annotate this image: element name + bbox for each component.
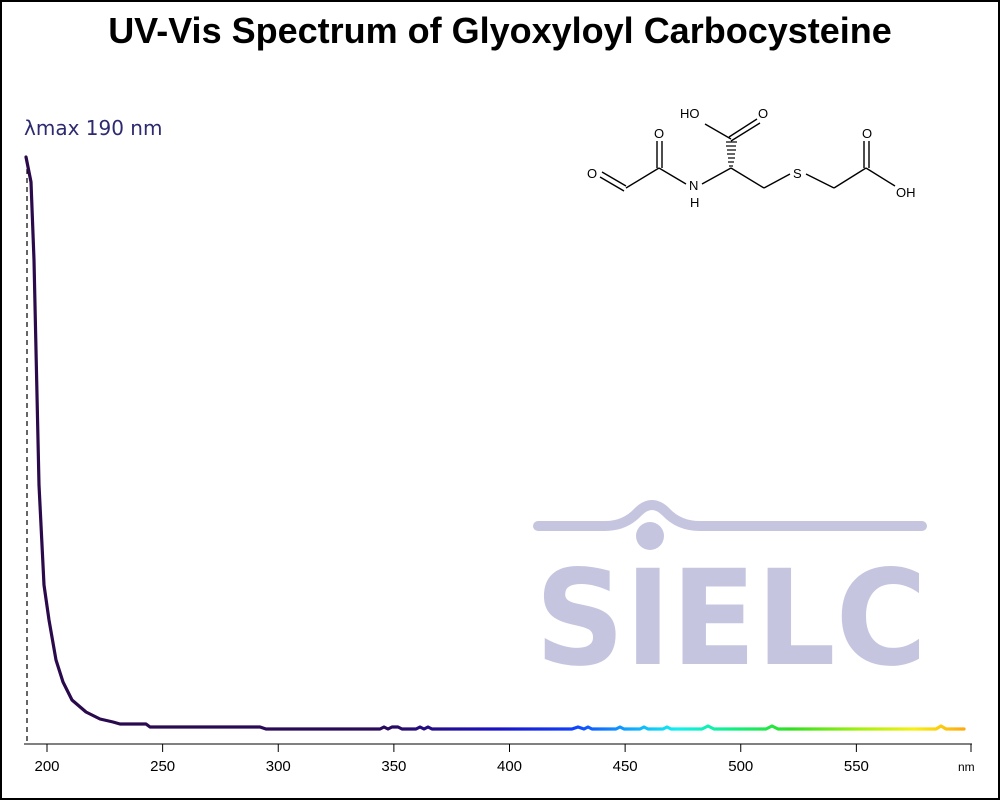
x-axis-unit-label: nm: [958, 760, 975, 774]
molecule-structure: HO O O O N H S O OH: [587, 106, 916, 210]
x-tick-label: 550: [844, 758, 869, 775]
x-tick-label: 300: [266, 758, 291, 775]
svg-text:H: H: [690, 195, 699, 210]
svg-text:O: O: [587, 166, 597, 181]
lambda-max-label: λmax 190 nm: [24, 116, 163, 140]
x-tick-label: 500: [728, 758, 753, 775]
svg-text:SIELC: SIELC: [535, 542, 927, 696]
x-tick-label: 400: [497, 758, 522, 775]
svg-text:O: O: [758, 106, 768, 121]
x-axis: 200 250 300 350 400 450 500 550 nm: [24, 743, 975, 775]
svg-text:OH: OH: [896, 185, 916, 200]
x-tick-label: 250: [150, 758, 175, 775]
spectrum-line: [24, 155, 966, 731]
svg-text:S: S: [793, 166, 802, 181]
svg-text:N: N: [689, 178, 698, 193]
x-tick-label: 200: [34, 758, 59, 775]
svg-text:O: O: [654, 126, 664, 141]
svg-text:HO: HO: [680, 106, 700, 121]
x-tick-label: 350: [381, 758, 406, 775]
sielc-watermark-logo: SIELC: [533, 500, 927, 696]
svg-text:O: O: [862, 126, 872, 141]
x-tick-label: 450: [613, 758, 638, 775]
chart-title: UV-Vis Spectrum of Glyoxyloyl Carbocyste…: [108, 10, 892, 51]
